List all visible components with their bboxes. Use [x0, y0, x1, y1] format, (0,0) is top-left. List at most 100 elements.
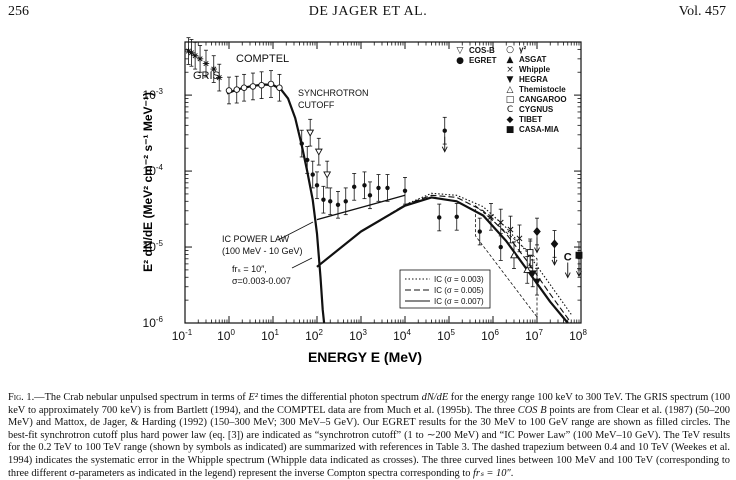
legend-symbol: ◆ — [507, 115, 514, 125]
gris-point — [216, 74, 223, 81]
legend-symbol: ▼ — [507, 75, 514, 85]
tibet-point — [550, 239, 559, 249]
egret-point — [402, 188, 408, 193]
caption-lead: Fig. 1. — [8, 392, 35, 403]
legend-label: ASGAT — [519, 55, 547, 64]
egret-point — [367, 193, 373, 198]
curve-legend: IC (σ = 0.003) IC (σ = 0.005) IC (σ = 0.00… — [399, 269, 491, 309]
y-tick-base: 10 — [143, 316, 157, 330]
egret-point — [299, 141, 304, 146]
caption-dnde: dN/dE — [421, 392, 449, 403]
legend-symbol: ■ — [506, 125, 515, 135]
x-tick-base: 10 — [217, 329, 231, 343]
x-tick-label: 100 — [217, 328, 235, 343]
cos-b-point — [314, 148, 323, 156]
legend-label: Themistocle — [519, 85, 566, 94]
comptel-point — [249, 83, 257, 90]
x-tick-label: 104 — [393, 328, 411, 343]
page-number: 256 — [8, 4, 29, 19]
curve-legend-label: IC (σ = 0.007) — [434, 297, 484, 306]
tibet-point — [533, 227, 541, 237]
egret-point — [328, 199, 333, 204]
upper-limit-arrowhead — [441, 146, 448, 153]
x-tick-exponent: -1 — [185, 328, 193, 337]
annotation-ic-power-law: IC POWER LAW — [222, 234, 290, 244]
legend-symbol: × — [506, 65, 514, 75]
x-tick-exponent: 6 — [494, 328, 499, 337]
caption-cosb: COS B — [517, 404, 547, 416]
comptel-point — [267, 80, 275, 88]
comptel-point — [276, 84, 283, 91]
egret-point — [477, 229, 482, 234]
legend-label: TIBET — [519, 115, 542, 124]
upper-limit-arrowhead — [551, 259, 558, 266]
caption-text: . — [510, 467, 514, 479]
x-tick-exponent: 5 — [450, 328, 455, 337]
cygnus-point: C — [564, 252, 572, 264]
caption-text: times the differential photon spectrum — [257, 392, 422, 403]
y-tick-exponent: -6 — [156, 315, 164, 324]
whipple-trapezium — [475, 204, 538, 319]
caption-text: for the energy range 100 keV to 300 TeV.… — [8, 392, 731, 416]
gris-point — [202, 60, 210, 67]
legend-label: CYGNUS — [519, 105, 554, 114]
x-tick-base: 10 — [305, 329, 319, 343]
annotation-ic-range: (100 MeV - 10 GeV) — [222, 246, 303, 256]
legend-label: γ² — [519, 45, 526, 54]
comptel-point — [233, 86, 240, 93]
y-tick-label: 10-3 — [143, 87, 164, 102]
gris-point — [185, 47, 192, 55]
x-tick-exponent: 2 — [318, 328, 323, 337]
annotation-pointer — [291, 257, 313, 269]
whipple-point — [507, 226, 514, 233]
curve-synchrotron — [226, 83, 326, 324]
egret-point — [343, 199, 348, 204]
figure-caption: Fig. 1.—The Crab nebular unpulsed spectr… — [8, 392, 730, 480]
egret-point — [376, 185, 381, 191]
legend-symbol: ▲ — [507, 55, 514, 65]
x-tick-label: 103 — [349, 328, 367, 343]
cos-b-point — [306, 129, 315, 137]
gris-point — [210, 65, 217, 73]
x-tick-label: 107 — [525, 328, 543, 343]
egret-point — [498, 244, 503, 250]
asgat-point — [510, 251, 518, 259]
annotation-gris: GRIS — [193, 70, 220, 82]
x-tick-label: 108 — [569, 328, 587, 343]
curve-legend-label: IC (σ = 0.003) — [434, 275, 484, 284]
egret-point — [442, 128, 447, 133]
hegra-point — [533, 278, 541, 286]
whipple-point — [516, 235, 523, 242]
hegra-point — [528, 270, 537, 278]
x-tick-base: 10 — [481, 329, 495, 343]
y-tick-base: 10 — [143, 88, 157, 102]
x-axis-label: ENERGY E (MeV) — [308, 349, 422, 365]
y-tick-base: 10 — [143, 164, 157, 178]
egret-point — [310, 172, 315, 177]
y-tick-label: 10-4 — [143, 163, 164, 178]
y-tick-base: 10 — [143, 240, 157, 254]
egret-point — [437, 215, 442, 220]
legend-label: HEGRA — [519, 75, 548, 84]
legend-symbol: ▽ — [457, 46, 464, 56]
x-tick-label: 10-1 — [172, 328, 193, 343]
x-tick-exponent: 8 — [582, 328, 587, 337]
legend-label: Whipple — [519, 65, 551, 74]
running-title: DE JAGER ET AL. — [308, 4, 428, 19]
x-tick-exponent: 0 — [230, 328, 235, 337]
cos-b-point — [323, 171, 332, 179]
ticks-layer: 10-1 100 101 102 103 104 105 106 107 10810-610-51… — [143, 41, 587, 343]
legend-symbol: □ — [506, 95, 515, 105]
y-tick-exponent: -4 — [156, 163, 164, 172]
legend-symbol: ○ — [506, 45, 514, 55]
caption-e2: E² — [248, 392, 258, 403]
caption-text: —The Crab nebular unpulsed spectrum in t… — [34, 392, 249, 403]
annotation-pointer — [277, 221, 314, 241]
whipple-point — [488, 213, 494, 220]
annotations-layer: COMPTEL GRIS SYNCHROTRON CUTOFF IC POWER LAW… — [193, 53, 369, 286]
egret-point — [305, 157, 310, 163]
symbol-legend: ▽ COS-B ● EGRET ○ γ² ▲ ASGAT × Whipple ▼ HEGRA △ Them… — [456, 45, 566, 135]
caption-frs: frₛ = 10″ — [473, 467, 511, 479]
themistocle-point — [523, 265, 532, 273]
y-axis-label: E² dN/dE (MeV² cm⁻² s⁻¹ MeV⁻¹) — [141, 92, 155, 272]
